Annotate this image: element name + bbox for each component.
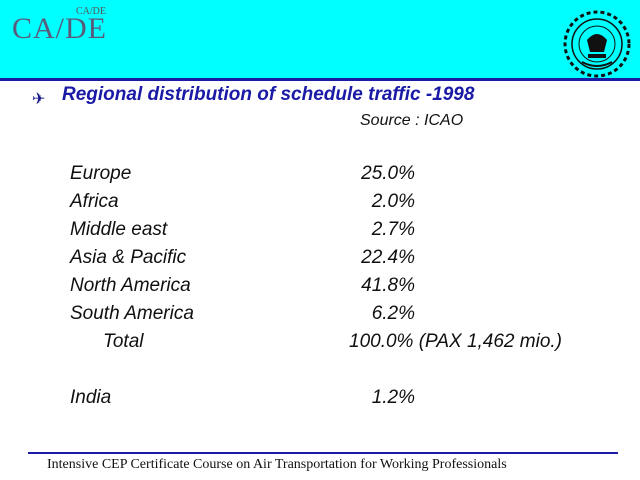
region-share: 2.0% [371,191,415,212]
region-label: North America [70,275,191,296]
region-label: Middle east [70,219,168,240]
total-share: 100.0% (PAX 1,462 mio.) [349,331,562,353]
region-share: 22.4% [361,247,415,268]
source-note: Source : ICAO [360,112,464,129]
total-pax-note: (PAX 1,462 mio.) [418,331,562,352]
airplane-bullet-icon: ✈ [32,91,46,108]
region-label: Africa [70,191,119,212]
india-share: 1.2% [371,387,415,408]
india-label: India [70,387,112,408]
region-share: 2.7% [371,219,415,240]
region-share: 25.0% [361,163,415,184]
total-share-value: 100.0% [349,331,414,352]
total-label: Total [103,331,144,352]
slide-heading: Regional distribution of schedule traffi… [62,84,475,105]
cade-logo-main: CA/DE [12,12,107,45]
region-share: 41.8% [361,275,415,296]
region-share: 6.2% [371,303,415,324]
course-footer: Intensive CEP Certificate Course on Air … [47,457,507,472]
region-label: Asia & Pacific [70,247,187,268]
header-band [0,0,640,78]
cade-logo-small: CA/DE [76,6,106,17]
institute-seal-logo [563,10,631,78]
footer-divider [28,452,618,454]
header-divider [0,78,640,81]
cade-logo: CA/DE CA/DE [10,6,120,46]
region-label: Europe [70,163,132,184]
region-label: South America [70,303,194,324]
